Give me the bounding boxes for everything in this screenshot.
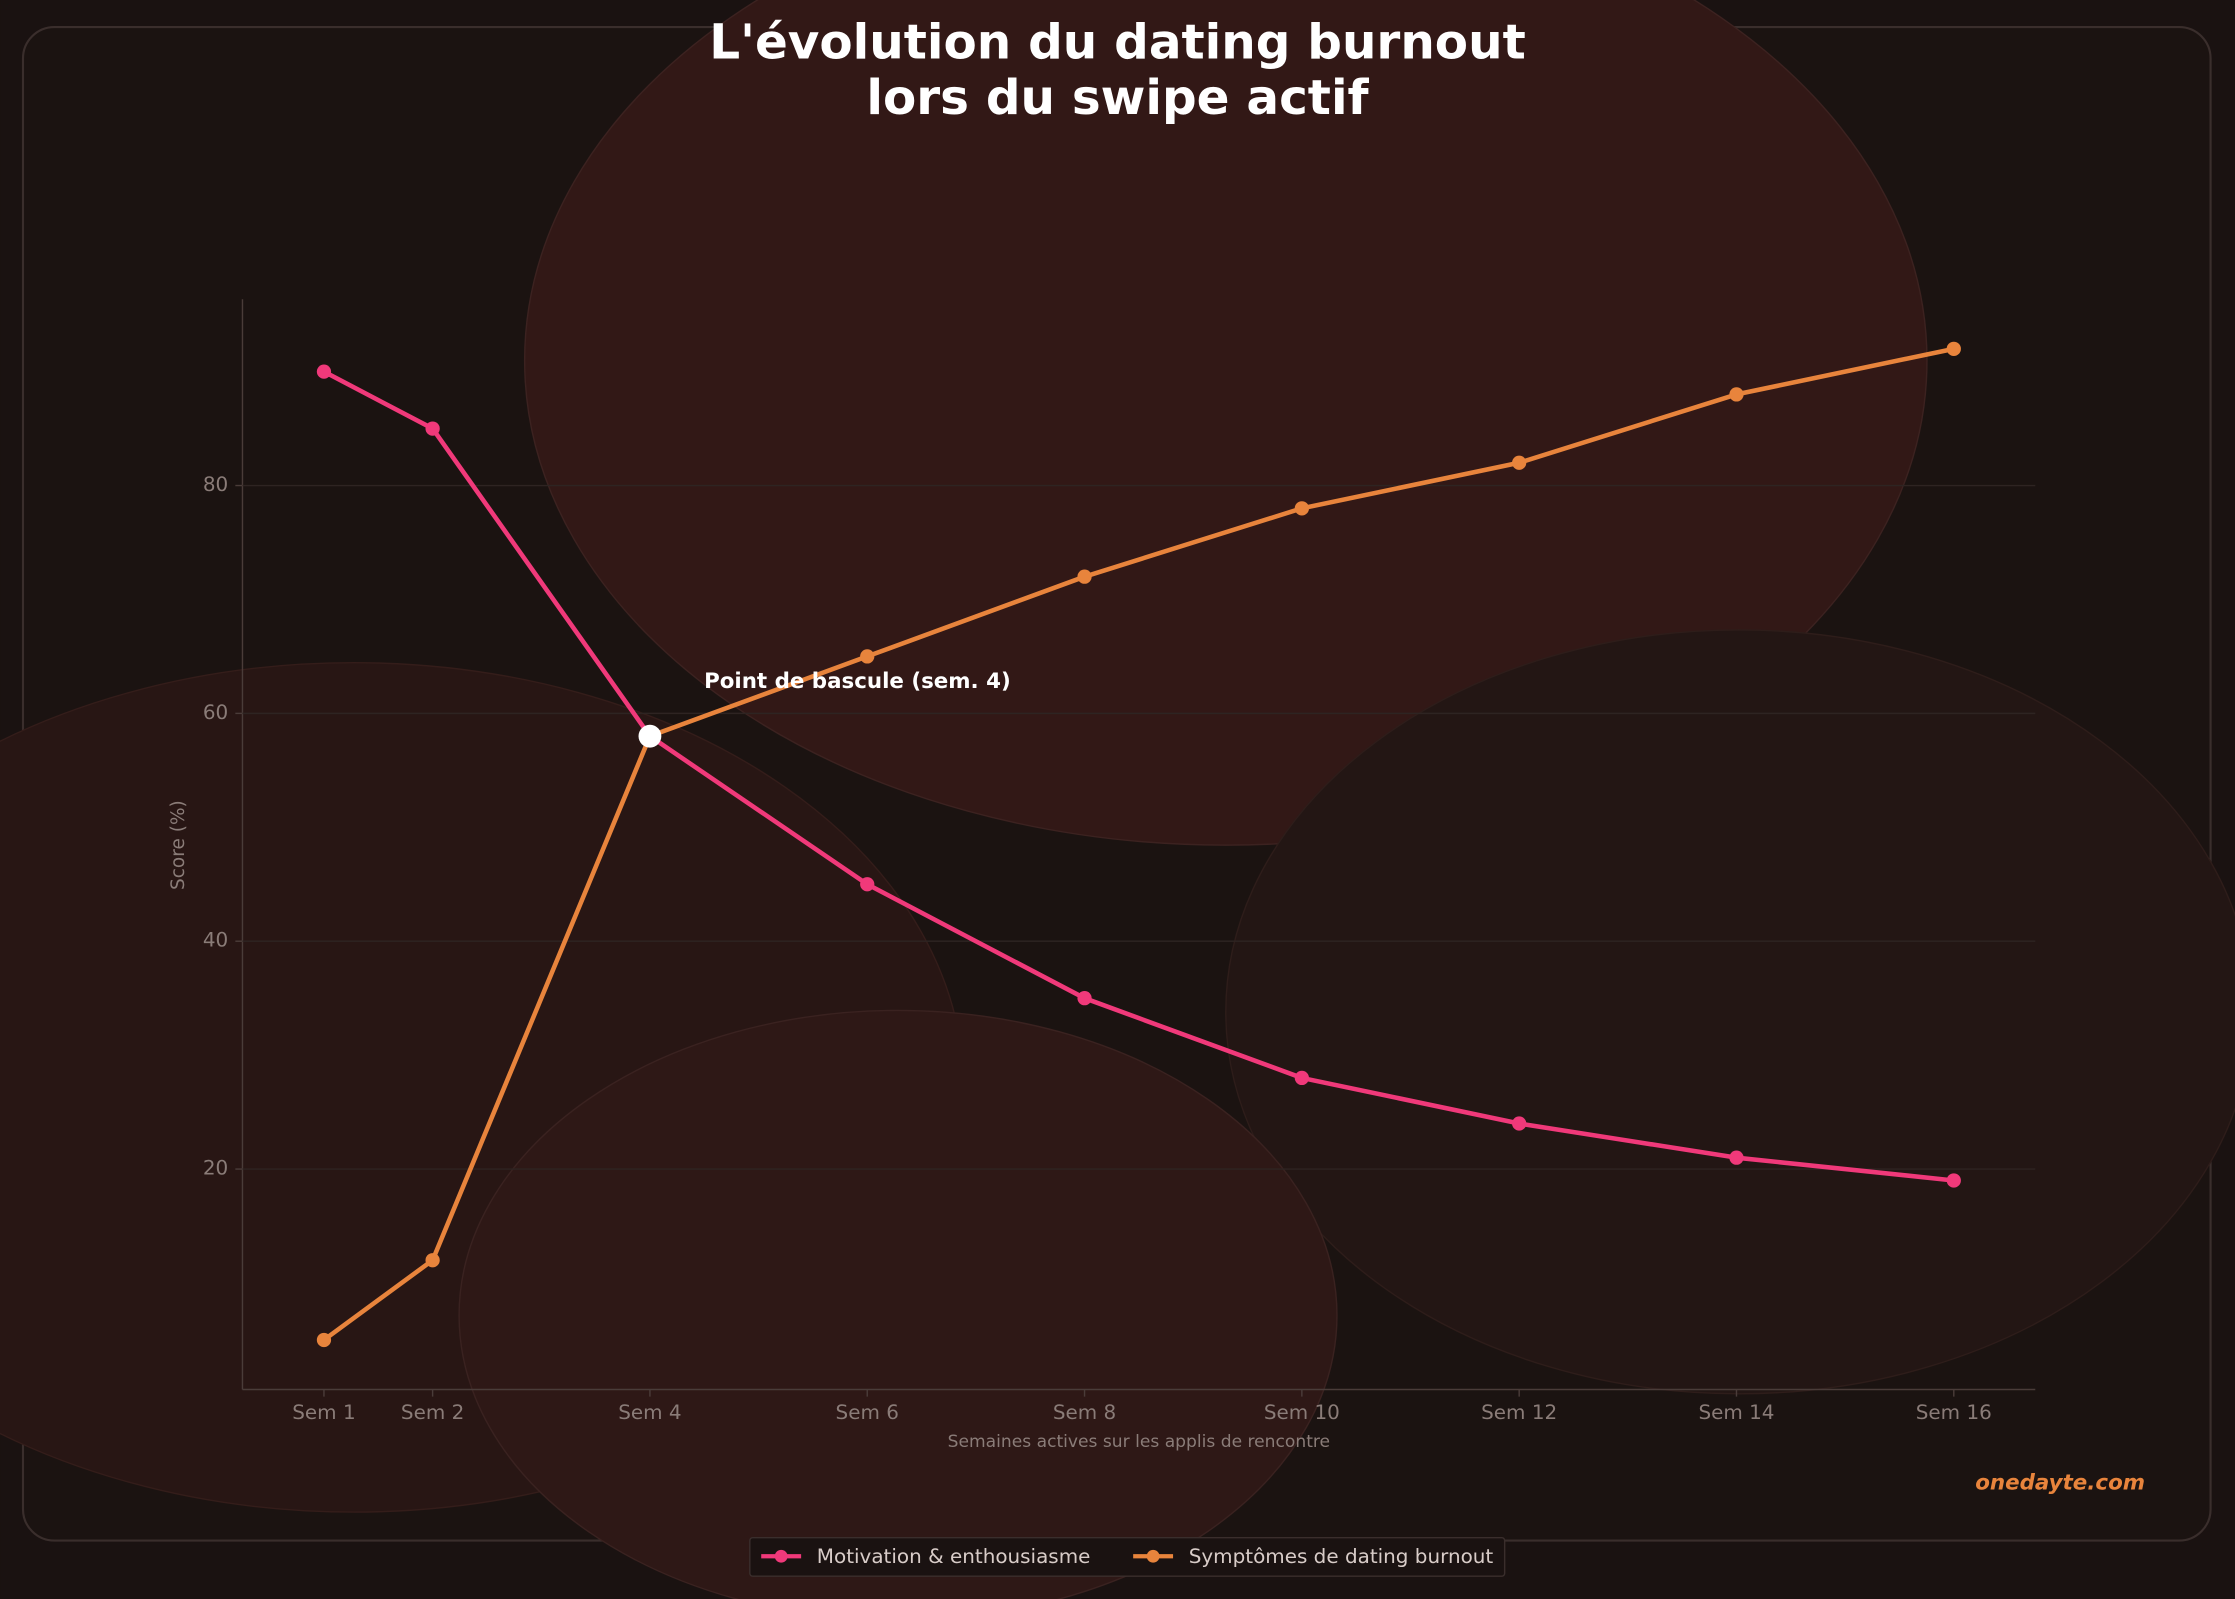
data-point: [1294, 1070, 1309, 1086]
decor-circle: [1225, 629, 2235, 1395]
data-point: [425, 1253, 440, 1268]
y-tick-label: 40: [203, 928, 228, 952]
y-axis-label: Score (%): [168, 800, 189, 890]
y-tick-label: 20: [203, 1156, 228, 1180]
data-point: [1946, 341, 1961, 356]
chart-title: lors du swipe actif: [866, 70, 1369, 126]
legend-box: [749, 1537, 1506, 1577]
legend-item: Symptômes de dating burnout: [1133, 1544, 1493, 1568]
x-tick-label: Sem 16: [1916, 1400, 1992, 1424]
legend-item: Motivation & enthousiasme: [761, 1544, 1090, 1568]
x-axis-label: Semaines actives sur les applis de renco…: [948, 1432, 1330, 1452]
legend-label: Symptômes de dating burnout: [1189, 1544, 1494, 1568]
x-tick-label: Sem 4: [618, 1400, 681, 1424]
x-tick-label: Sem 12: [1481, 1400, 1557, 1424]
data-point: [425, 421, 440, 436]
data-point: [860, 877, 875, 892]
legend-label: Motivation & enthousiasme: [817, 1544, 1091, 1568]
data-point: [1729, 387, 1744, 402]
decor-circle: [524, 0, 1928, 846]
data-point: [1729, 1150, 1744, 1165]
x-tick-label: Sem 6: [836, 1400, 899, 1424]
annotation: Point de bascule (sem. 4): [704, 669, 1011, 694]
x-tick-label: Sem 14: [1698, 1400, 1774, 1424]
x-tick-label: Sem 10: [1264, 1400, 1340, 1424]
data-point: [316, 364, 332, 379]
legend-marker: [774, 1549, 788, 1563]
y-tick-label: 60: [203, 700, 228, 724]
data-point: [1294, 501, 1309, 516]
data-point: [1512, 455, 1527, 470]
data-point: [1946, 1173, 1961, 1188]
data-point: [316, 1332, 332, 1348]
chart-title: L'évolution du dating burnout: [709, 15, 1525, 71]
data-point: [1077, 991, 1092, 1006]
watermark: onedayte.com: [1975, 1471, 2145, 1496]
legend-marker: [1146, 1549, 1160, 1563]
y-tick-label: 80: [203, 472, 228, 496]
data-point: [860, 649, 875, 664]
x-tick-label: Sem 2: [401, 1400, 464, 1424]
tipping-point: [638, 724, 662, 748]
legend: Motivation & enthousiasme Symptômes de da…: [749, 1537, 1506, 1577]
x-tick-label: Sem 1: [292, 1400, 355, 1424]
decor-circle: [458, 1009, 1338, 1599]
data-point: [1077, 569, 1092, 584]
x-tick-label: Sem 8: [1053, 1400, 1116, 1424]
data-point: [1512, 1116, 1527, 1131]
